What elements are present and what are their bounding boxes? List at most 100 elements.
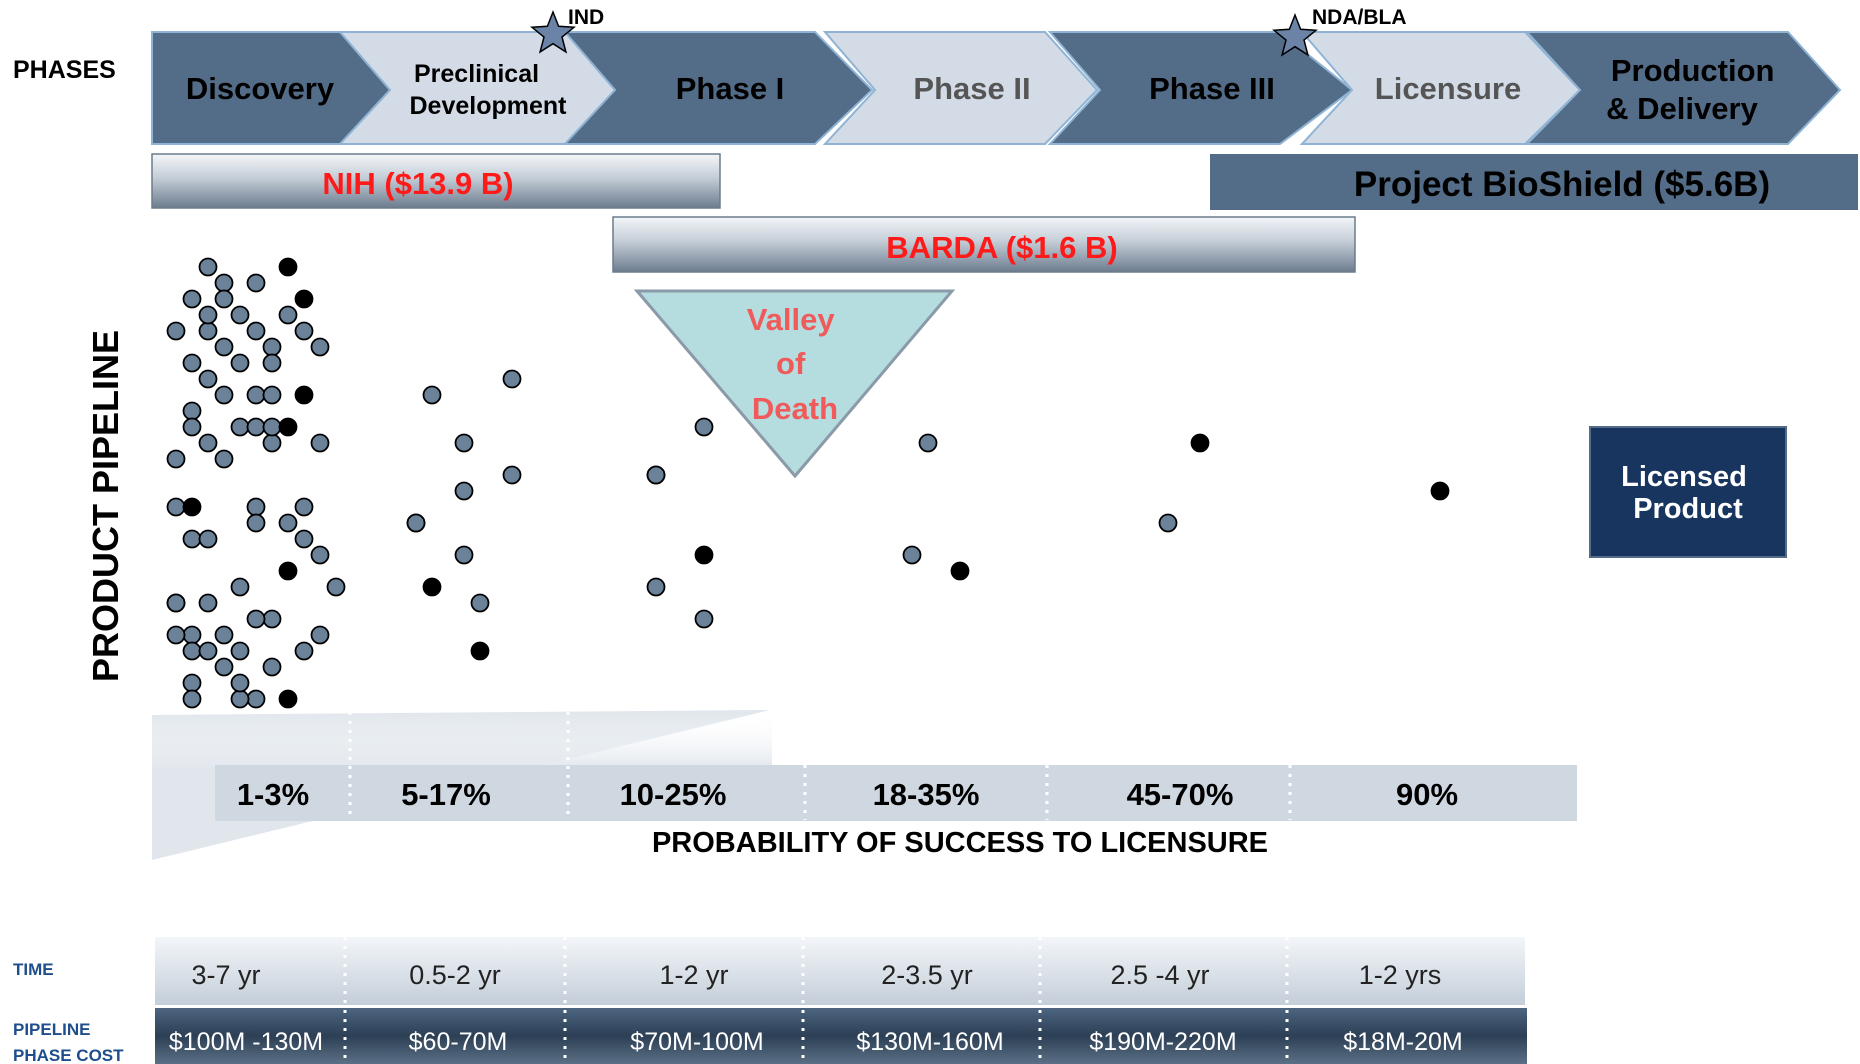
funding-bar-bioshield (1210, 154, 1858, 210)
pipeline-label: PRODUCT PIPELINE (85, 330, 126, 682)
phase-label-preclinical-line1: Preclinical (414, 60, 539, 88)
pipeline-dot (182, 401, 202, 421)
cost-value: $100M -130M (169, 1028, 323, 1056)
probability-value: 10-25% (620, 777, 727, 812)
pipeline-dot (262, 609, 282, 629)
pipeline-dot (198, 257, 218, 277)
pipeline-dot (422, 385, 442, 405)
cost-label-line1: PIPELINE (13, 1020, 90, 1039)
pipeline-dot (198, 641, 218, 661)
phase-label-preclinical: Preclinical Development (410, 60, 568, 120)
phase-label-phase-3: Phase III (1149, 71, 1275, 106)
time-dividers (343, 937, 1289, 1005)
pipeline-dot (262, 417, 282, 437)
pipeline-dot (182, 529, 202, 549)
pipeline-dot-black (294, 385, 314, 405)
cost-value: $18M-20M (1343, 1028, 1463, 1056)
phase-chevron-licensure (1299, 31, 1582, 145)
pipeline-dot (246, 689, 266, 709)
pipeline-dot (646, 577, 666, 597)
pipeline-dot (454, 481, 474, 501)
pipeline-dot (294, 497, 314, 517)
phase-chevrons: Discovery Preclinical Development Phase … (151, 31, 1842, 145)
pipeline-dot (310, 625, 330, 645)
pipeline-dot (694, 609, 714, 629)
milestone-label-nda-bla: NDA/BLA (1312, 6, 1407, 29)
probability-band (215, 765, 1577, 821)
pipeline-dot (646, 465, 666, 485)
pipeline-dot (198, 321, 218, 341)
star-icon-ind (530, 9, 576, 54)
valley-of-death-label: Valley of Death (747, 302, 844, 426)
pipeline-dot (166, 449, 186, 469)
funding-label-barda: BARDA ($1.6 B) (886, 230, 1117, 265)
pipeline-dot-black (1190, 433, 1210, 453)
pipeline-dot (182, 673, 202, 693)
pipeline-dot (278, 513, 298, 533)
time-band (155, 937, 1525, 1005)
pipeline-dot (1158, 513, 1178, 533)
pipeline-dot (166, 625, 186, 645)
pipeline-dot (230, 641, 250, 661)
pipeline-dot (182, 625, 202, 645)
pipeline-dot (198, 529, 218, 549)
pipeline-dot (262, 657, 282, 677)
pipeline-dot (246, 385, 266, 405)
pipeline-dot (246, 497, 266, 517)
cost-values: $100M -130M $60-70M $70M-100M $130M-160M $19… (169, 1028, 1463, 1056)
pipeline-dot (182, 289, 202, 309)
phase-label-production: Production & Delivery (1606, 53, 1783, 126)
pipeline-dot (166, 321, 186, 341)
pipeline-dot (502, 369, 522, 389)
valley-line-3: Death (752, 391, 838, 426)
phase-label-preclinical-line2: Development (410, 92, 568, 120)
time-value: 2-3.5 yr (881, 960, 973, 990)
pipeline-dot (230, 305, 250, 325)
pipeline-dot (198, 593, 218, 613)
pipeline-dot (166, 593, 186, 613)
pipeline-dot-black (278, 417, 298, 437)
pipeline-dot (262, 353, 282, 373)
pipeline-dot (214, 449, 234, 469)
time-value: 2.5 -4 yr (1110, 960, 1209, 990)
pipeline-dot-black (294, 289, 314, 309)
pipeline-dot (326, 577, 346, 597)
time-label: TIME (13, 960, 54, 979)
pipeline-dot-black (950, 561, 970, 581)
pipeline-dot (454, 545, 474, 565)
pipeline-dot (214, 273, 234, 293)
pipeline-dot (310, 433, 330, 453)
cost-value: $70M-100M (630, 1028, 763, 1056)
pipeline-dot-black (182, 497, 202, 517)
pipeline-dot-black (694, 545, 714, 565)
phase-label-licensure: Licensure (1375, 71, 1521, 106)
valley-of-death-triangle (633, 289, 956, 479)
valley-line-2: of (776, 346, 806, 381)
phases-label: PHASES (13, 56, 116, 84)
pipeline-dot (406, 513, 426, 533)
pipeline-dot (694, 417, 714, 437)
probability-dividers (348, 712, 1292, 820)
pipeline-dot (918, 433, 938, 453)
pipeline-dot (182, 353, 202, 373)
pipeline-dot (294, 641, 314, 661)
time-value: 1-2 yr (659, 960, 728, 990)
pipeline-dot (230, 689, 250, 709)
pipeline-dot (246, 321, 266, 341)
pipeline-dot (182, 417, 202, 437)
probability-values: 1-3% 5-17% 10-25% 18-35% 45-70% 90% (237, 777, 1458, 812)
pipeline-dot (310, 337, 330, 357)
time-value: 3-7 yr (191, 960, 260, 990)
licensed-line-2: Product (1633, 493, 1743, 525)
pipeline-dot (182, 641, 202, 661)
pipeline-dot (214, 625, 234, 645)
phase-chevron-production (1524, 31, 1842, 145)
valley-line-1: Valley (747, 302, 836, 337)
pipeline-dot (470, 593, 490, 613)
cost-label: PIPELINE PHASE COST (13, 1020, 124, 1064)
cost-value: $130M-160M (856, 1028, 1003, 1056)
probability-value: 5-17% (401, 777, 491, 812)
pipeline-dot (214, 385, 234, 405)
pipeline-dot (230, 577, 250, 597)
cost-value: $190M-220M (1089, 1028, 1236, 1056)
